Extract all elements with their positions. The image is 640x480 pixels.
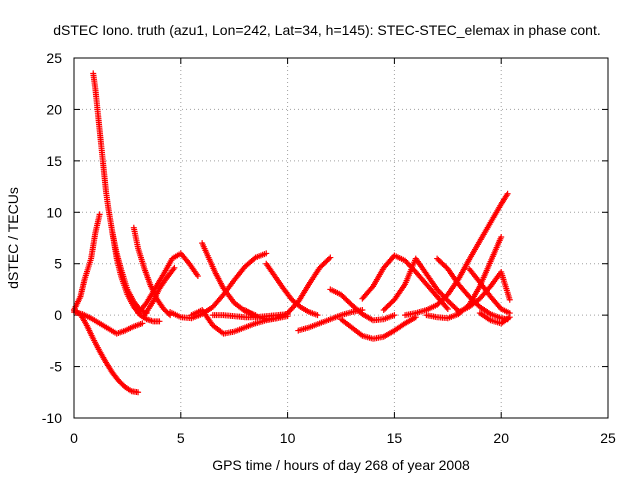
tick-marks [73, 57, 609, 419]
grid [74, 58, 608, 418]
chart-title: dSTEC Iono. truth (azu1, Lon=242, Lat=34… [53, 22, 600, 38]
data-point [156, 318, 163, 325]
y-tick-labels: -10 -5 0 5 10 15 20 25 [42, 50, 62, 426]
series-4 [71, 309, 146, 337]
series-13 [241, 254, 334, 323]
data-point [135, 389, 142, 396]
y-tick-label: -5 [50, 359, 63, 375]
data-point [96, 211, 103, 218]
series-22 [434, 255, 511, 323]
series-15 [295, 307, 366, 334]
series-14 [263, 260, 321, 319]
x-tick-label: 5 [177, 430, 185, 446]
data-point [368, 284, 375, 291]
series-24 [466, 265, 513, 317]
x-tick-label: 10 [280, 430, 296, 446]
series-3 [71, 211, 103, 313]
x-tick-label: 0 [70, 430, 78, 446]
x-tick-label: 15 [387, 430, 403, 446]
series-20 [402, 190, 511, 319]
x-tick-label: 20 [493, 430, 509, 446]
data-point [251, 255, 258, 262]
data-point [443, 304, 450, 311]
series-10 [188, 307, 291, 337]
series-16 [327, 286, 398, 324]
series-1 [71, 307, 142, 396]
data-point [506, 314, 513, 321]
data-point [498, 233, 505, 240]
x-tick-labels: 0 5 10 15 20 25 [70, 430, 616, 446]
y-tick-label: 20 [46, 101, 62, 117]
series-11 [199, 240, 259, 319]
data-point [444, 305, 451, 312]
plot-frame [73, 57, 609, 419]
series-9 [167, 250, 270, 322]
data-point [194, 273, 201, 280]
data-point [139, 320, 146, 327]
y-tick-label: -10 [42, 410, 62, 426]
data-points [71, 70, 513, 396]
x-tick-label: 25 [600, 430, 616, 446]
data-point [314, 312, 321, 319]
data-point [325, 255, 332, 262]
y-tick-label: 0 [54, 307, 62, 323]
y-axis-label: dSTEC / TECUs [5, 187, 21, 289]
series-18 [359, 252, 451, 312]
series-7 [135, 250, 201, 317]
data-point [506, 296, 513, 303]
data-point [327, 254, 334, 261]
data-point [171, 264, 178, 271]
y-tick-label: 10 [46, 204, 62, 220]
series-25 [476, 310, 513, 327]
data-point [391, 312, 398, 319]
data-point [504, 190, 511, 197]
x-axis-label: GPS time / hours of day 268 of year 2008 [212, 457, 470, 473]
y-tick-label: 5 [54, 256, 62, 272]
y-tick-label: 15 [46, 153, 62, 169]
series-17 [338, 314, 419, 342]
series-8 [141, 264, 178, 319]
series-23 [455, 268, 513, 316]
y-tick-label: 25 [46, 50, 62, 66]
series-19 [380, 255, 462, 315]
data-point [263, 250, 270, 257]
